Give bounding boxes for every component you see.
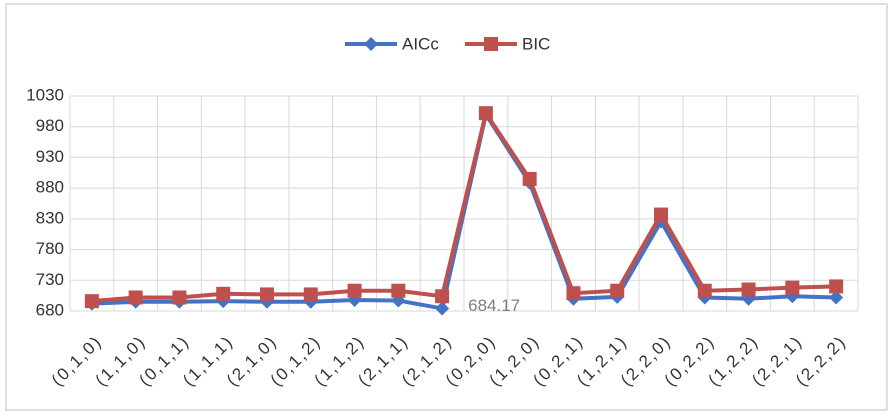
series-marker xyxy=(84,294,99,309)
series-marker xyxy=(303,287,318,302)
series-marker xyxy=(347,283,362,298)
series-marker xyxy=(522,171,537,186)
series-marker xyxy=(478,106,493,121)
chart-frame xyxy=(5,3,888,411)
series-line xyxy=(91,111,837,304)
legend-label: AICc xyxy=(402,34,439,53)
series-marker xyxy=(435,301,450,316)
y-tick-label: 830 xyxy=(36,208,64,227)
y-tick-label: 680 xyxy=(36,300,64,319)
series-marker xyxy=(435,289,450,304)
series-marker xyxy=(829,290,844,305)
data-label: 684.17 xyxy=(468,296,520,315)
series-marker xyxy=(260,287,274,302)
series-marker xyxy=(829,279,844,294)
series-marker xyxy=(610,283,625,298)
legend-marker xyxy=(484,37,498,51)
series-marker xyxy=(216,286,231,301)
series-marker xyxy=(566,286,581,301)
y-tick-label: 980 xyxy=(36,116,64,135)
series-marker xyxy=(128,290,143,305)
series-marker xyxy=(697,283,712,298)
y-tick-label: 1030 xyxy=(26,85,64,104)
y-tick-label: 730 xyxy=(36,270,64,289)
legend-marker xyxy=(364,37,378,51)
series-marker xyxy=(741,282,756,297)
legend-label: BIC xyxy=(522,34,550,53)
series-marker xyxy=(391,283,406,298)
y-tick-label: 780 xyxy=(36,239,64,258)
y-tick-label: 930 xyxy=(36,147,64,166)
series-marker xyxy=(654,207,668,222)
series-marker xyxy=(172,290,187,305)
series-marker xyxy=(785,280,800,295)
y-tick-label: 880 xyxy=(36,178,64,197)
